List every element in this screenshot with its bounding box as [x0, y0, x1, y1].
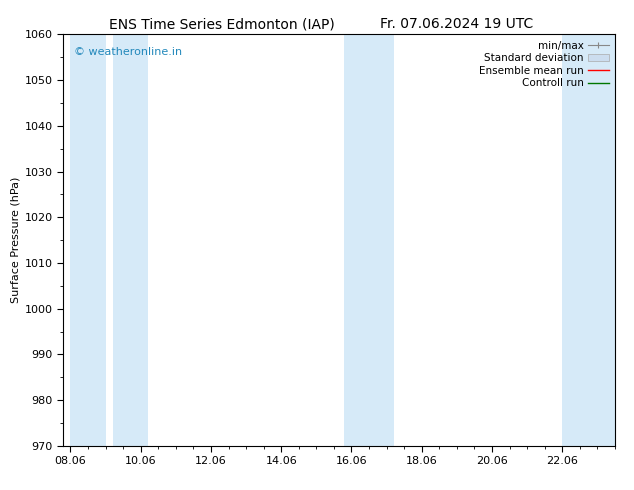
- Bar: [369, 34, 394, 446]
- Text: © weatheronline.in: © weatheronline.in: [74, 47, 183, 57]
- Bar: [562, 34, 615, 446]
- Bar: [344, 34, 369, 446]
- Y-axis label: Surface Pressure (hPa): Surface Pressure (hPa): [11, 177, 21, 303]
- Text: Fr. 07.06.2024 19 UTC: Fr. 07.06.2024 19 UTC: [380, 17, 533, 31]
- Legend: min/max, Standard deviation, Ensemble mean run, Controll run: min/max, Standard deviation, Ensemble me…: [475, 36, 613, 93]
- Text: ENS Time Series Edmonton (IAP): ENS Time Series Edmonton (IAP): [109, 17, 335, 31]
- Bar: [70, 34, 105, 446]
- Bar: [113, 34, 148, 446]
